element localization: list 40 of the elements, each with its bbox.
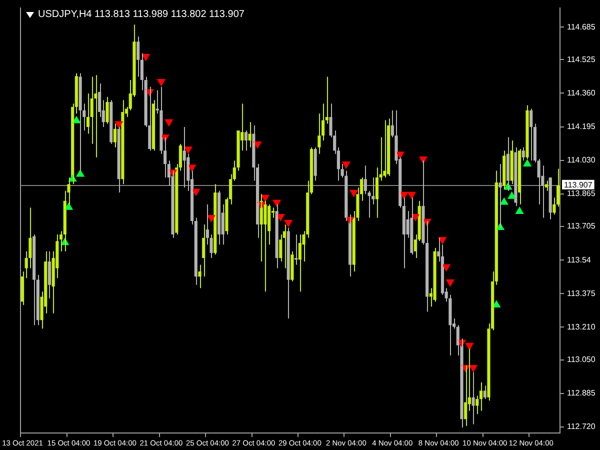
point (342, 162, 350, 169)
point (408, 192, 416, 199)
point (284, 220, 292, 227)
point (164, 119, 173, 126)
y-tick-label: 114.195 (567, 122, 596, 132)
point (446, 279, 454, 286)
point (142, 54, 150, 61)
point (272, 200, 281, 207)
y-tick-label: 113.705 (567, 222, 596, 231)
y-tick-label: 113.210 (567, 322, 596, 332)
point (157, 78, 166, 86)
point (419, 156, 428, 164)
point (184, 146, 192, 154)
point (207, 215, 216, 222)
y-tick-label: 112.720 (567, 422, 596, 432)
point (438, 237, 446, 244)
y-tick-label: 114.685 (567, 22, 596, 32)
y-tick-label: 113.54 (567, 255, 592, 264)
point (192, 188, 200, 196)
chart-title: USDJPY,H4 113.813 113.989 113.802 113.907 (38, 9, 244, 20)
point (412, 214, 420, 222)
y-tick-label: 113.375 (567, 288, 596, 298)
point (469, 364, 478, 372)
y-tick-label: 112.885 (567, 388, 596, 398)
point (400, 192, 408, 199)
point (188, 164, 196, 172)
ref-line-label: 113.907 (564, 180, 593, 190)
point (254, 141, 262, 148)
y-tick-label: 114.360 (567, 88, 596, 98)
point (396, 152, 404, 159)
y-tick-label: 113.050 (567, 354, 596, 364)
point (350, 190, 358, 197)
point (442, 264, 450, 272)
point (465, 342, 474, 350)
y-tick-label: 114.525 (567, 54, 596, 64)
y-tick-label: 114.030 (567, 156, 596, 165)
point (261, 194, 270, 202)
point (276, 214, 285, 222)
y-tick-label: 113.865 (567, 189, 596, 198)
point (114, 121, 123, 128)
